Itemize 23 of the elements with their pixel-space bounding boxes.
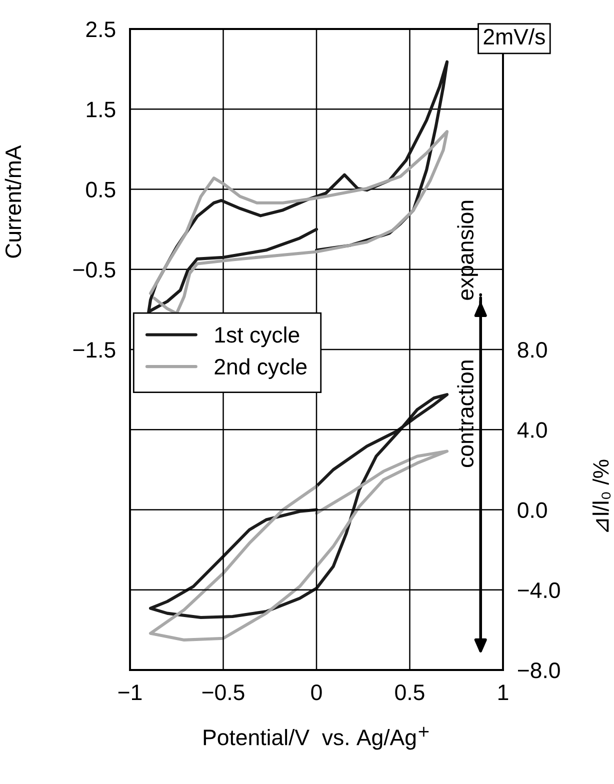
annotation: expansion	[457, 200, 478, 300]
legend-label: 1st cycle	[215, 326, 300, 348]
y-tick-label: −1.5	[73, 342, 116, 358]
x-tick-label: 0.5	[395, 684, 424, 700]
y-tick-label: 0.5	[86, 182, 116, 198]
annotation: contraction	[457, 360, 474, 468]
x-tick-label: 0	[311, 684, 322, 700]
x-axis-title: Potential/V vs. Ag/Ag$^{+}$	[204, 726, 429, 750]
y-tick-label: −0.5	[73, 262, 116, 278]
y2-tick-label: −8.0	[518, 662, 560, 678]
y2-tick-label: −4.0	[518, 582, 560, 598]
legend-label: 2nd cycle	[214, 358, 307, 379]
y2-tick-label: 4.0	[517, 422, 547, 438]
annotation: 2mV/s	[484, 28, 545, 45]
x-tick-label: −0.5	[202, 684, 244, 700]
x-tick-label: −1	[118, 684, 142, 700]
y2-axis-title: ⊿l/l₀ /%	[592, 460, 611, 532]
y-tick-label: 2.5	[86, 22, 116, 38]
y2-tick-label: 0.0	[518, 502, 547, 518]
y2-tick-label: 8.0	[518, 342, 547, 358]
y-axis-title: Current/mA	[4, 145, 22, 258]
x-tick-label: 1	[498, 684, 508, 700]
y-tick-label: 1.5	[86, 102, 116, 118]
